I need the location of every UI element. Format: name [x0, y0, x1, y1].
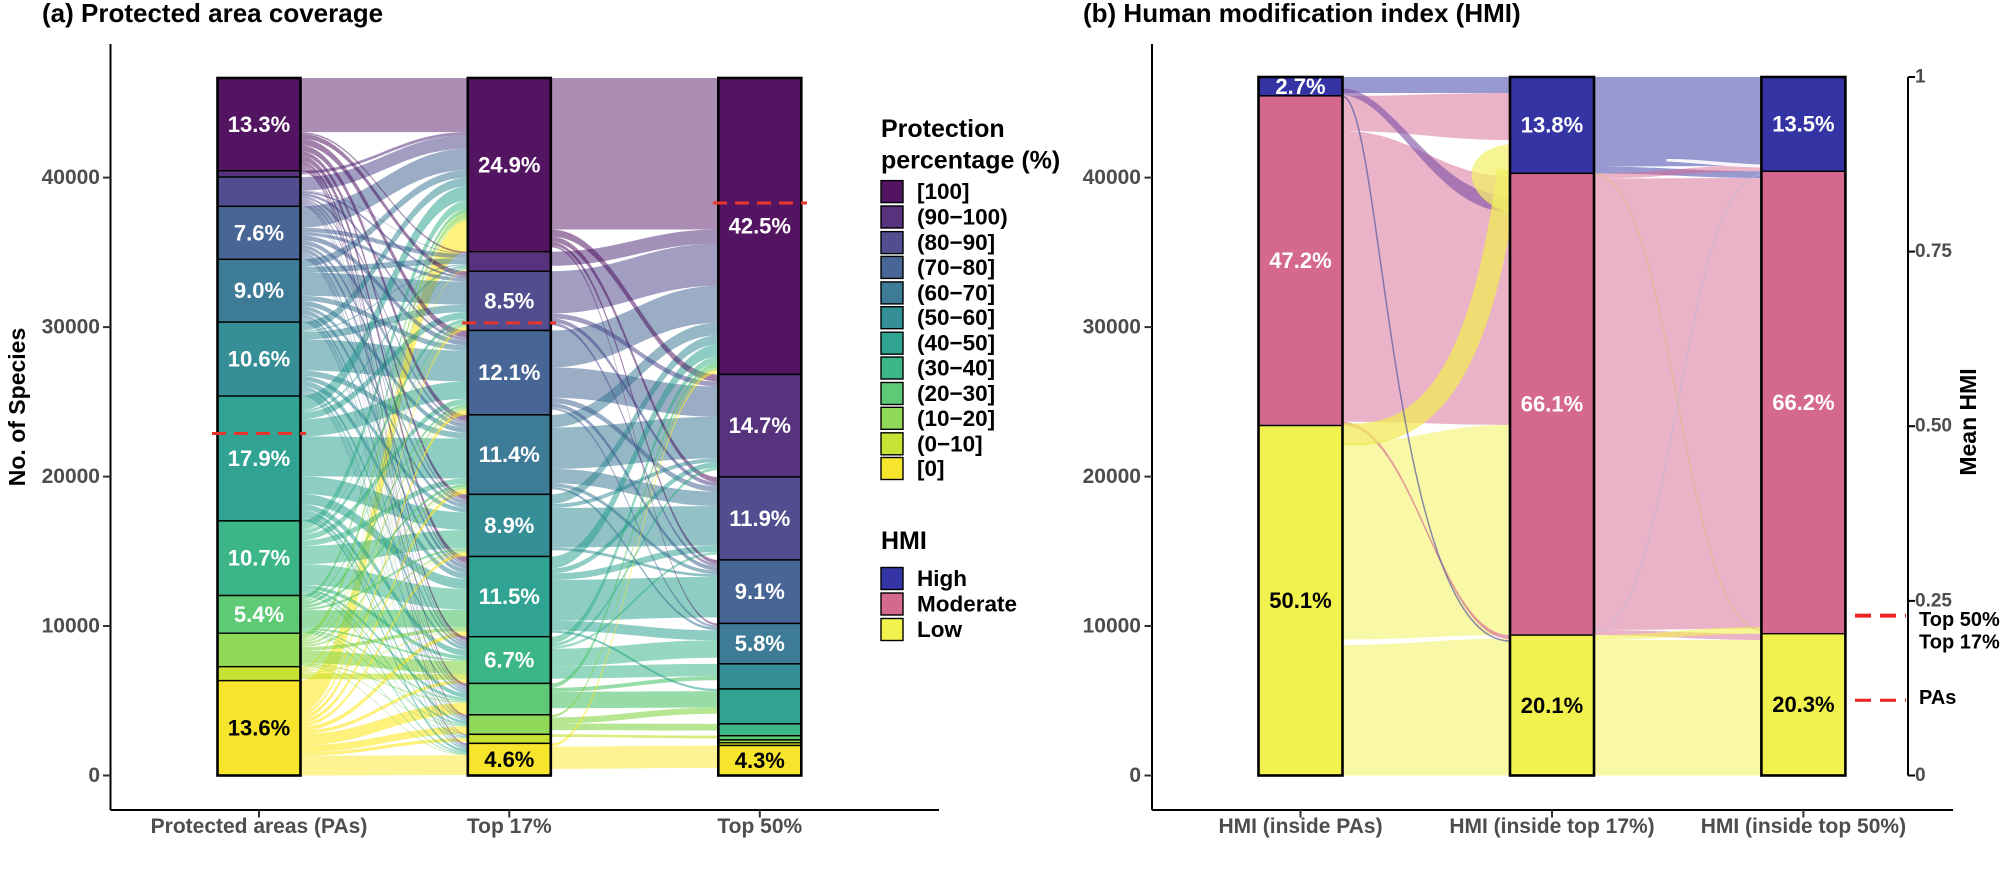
svg-text:HMI (inside top 17%): HMI (inside top 17%) [1449, 815, 1654, 838]
svg-text:HMI (inside PAs): HMI (inside PAs) [1218, 815, 1382, 838]
svg-text:(0−10]: (0−10] [917, 431, 983, 456]
svg-text:(90−100): (90−100) [917, 205, 1008, 230]
svg-text:40000: 40000 [42, 166, 100, 189]
svg-text:5.4%: 5.4% [234, 602, 284, 627]
svg-text:10.7%: 10.7% [228, 546, 290, 571]
svg-text:(a) Protected area coverage: (a) Protected area coverage [42, 0, 383, 28]
svg-text:17.9%: 17.9% [228, 446, 290, 471]
svg-text:66.1%: 66.1% [1521, 392, 1583, 417]
svg-text:(20−30]: (20−30] [917, 381, 995, 406]
svg-text:13.3%: 13.3% [228, 112, 290, 137]
svg-text:30000: 30000 [42, 316, 100, 339]
svg-text:13.8%: 13.8% [1521, 113, 1583, 138]
svg-text:4.3%: 4.3% [735, 748, 785, 773]
svg-text:Protected areas (PAs): Protected areas (PAs) [151, 815, 368, 838]
svg-text:6.7%: 6.7% [484, 648, 534, 673]
svg-text:0.50: 0.50 [1915, 416, 1952, 437]
svg-text:2.7%: 2.7% [1275, 74, 1325, 99]
svg-text:11.9%: 11.9% [729, 506, 790, 531]
svg-text:13.6%: 13.6% [228, 716, 290, 741]
svg-text:(80−90]: (80−90] [917, 230, 995, 255]
svg-text:24.9%: 24.9% [478, 152, 540, 177]
svg-text:11.4%: 11.4% [479, 442, 540, 467]
svg-text:Top 17%: Top 17% [467, 815, 552, 838]
svg-text:5.8%: 5.8% [735, 631, 785, 656]
svg-text:4.6%: 4.6% [484, 747, 534, 772]
svg-text:13.5%: 13.5% [1772, 112, 1834, 137]
svg-text:Moderate: Moderate [917, 592, 1017, 617]
svg-text:0.25: 0.25 [1915, 590, 1952, 611]
svg-text:8.5%: 8.5% [484, 288, 534, 313]
svg-text:11.5%: 11.5% [479, 584, 540, 609]
svg-text:50.1%: 50.1% [1269, 588, 1331, 613]
svg-text:20.1%: 20.1% [1521, 693, 1583, 718]
svg-text:20000: 20000 [1083, 465, 1141, 488]
svg-text:HMI: HMI [881, 527, 927, 555]
svg-text:10.6%: 10.6% [228, 347, 290, 372]
svg-text:9.1%: 9.1% [735, 579, 785, 604]
svg-text:7.6%: 7.6% [234, 220, 284, 245]
svg-text:Top 50%: Top 50% [717, 815, 802, 838]
svg-text:(b) Human modification index (: (b) Human modification index (HMI) [1083, 0, 1521, 28]
svg-text:(40−50]: (40−50] [917, 331, 995, 356]
svg-text:No. of Species: No. of Species [4, 328, 30, 486]
svg-text:12.1%: 12.1% [478, 360, 540, 385]
svg-text:(10−20]: (10−20] [917, 406, 995, 431]
svg-text:(50−60]: (50−60] [917, 305, 995, 330]
svg-text:(70−80]: (70−80] [917, 255, 995, 280]
svg-text:9.0%: 9.0% [234, 278, 284, 303]
svg-text:HMI (inside top 50%): HMI (inside top 50%) [1701, 815, 1906, 838]
svg-text:10000: 10000 [1083, 615, 1141, 638]
svg-text:10000: 10000 [42, 615, 100, 638]
svg-text:Top 50%: Top 50% [1919, 609, 2000, 631]
svg-text:percentage (%): percentage (%) [881, 147, 1060, 175]
svg-text:0: 0 [1129, 764, 1141, 787]
svg-text:(60−70]: (60−70] [917, 280, 995, 305]
svg-text:8.9%: 8.9% [484, 513, 534, 538]
svg-text:[100]: [100] [917, 179, 970, 204]
svg-text:40000: 40000 [1083, 166, 1141, 189]
svg-text:Low: Low [917, 617, 962, 642]
svg-text:PAs: PAs [1919, 687, 1956, 709]
svg-text:47.2%: 47.2% [1269, 248, 1331, 273]
svg-text:Protection: Protection [881, 115, 1005, 143]
svg-text:20.3%: 20.3% [1772, 692, 1834, 717]
svg-text:Mean HMI: Mean HMI [1955, 368, 1981, 475]
svg-text:(30−40]: (30−40] [917, 356, 995, 381]
svg-text:42.5%: 42.5% [729, 214, 791, 239]
svg-text:0: 0 [1915, 765, 1926, 786]
svg-text:66.2%: 66.2% [1772, 390, 1834, 415]
svg-text:0.75: 0.75 [1915, 241, 1952, 262]
svg-text:30000: 30000 [1083, 316, 1141, 339]
svg-text:High: High [917, 566, 967, 591]
svg-text:Top 17%: Top 17% [1919, 632, 2000, 654]
svg-text:[0]: [0] [917, 456, 945, 481]
svg-text:14.7%: 14.7% [729, 413, 791, 438]
svg-text:1: 1 [1915, 67, 1926, 88]
svg-text:0: 0 [88, 764, 100, 787]
svg-text:20000: 20000 [42, 465, 100, 488]
